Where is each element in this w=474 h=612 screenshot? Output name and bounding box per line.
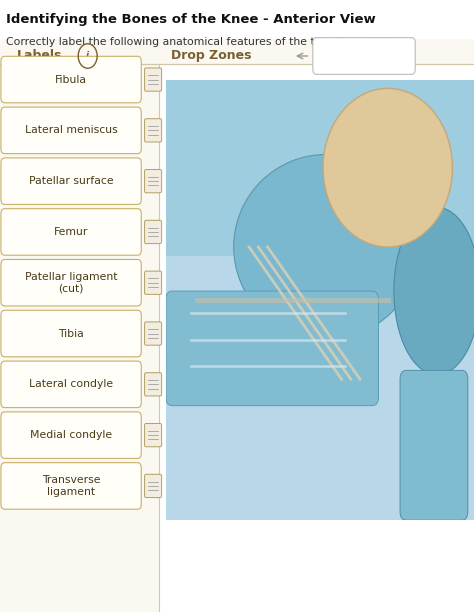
FancyBboxPatch shape [188, 285, 281, 327]
FancyBboxPatch shape [1, 361, 141, 408]
Ellipse shape [234, 154, 419, 340]
Text: Drop Zones: Drop Zones [171, 50, 251, 62]
FancyBboxPatch shape [166, 58, 474, 256]
FancyBboxPatch shape [0, 39, 474, 64]
Text: Identifying the Bones of the Knee - Anterior View: Identifying the Bones of the Knee - Ante… [6, 13, 375, 26]
FancyBboxPatch shape [1, 158, 141, 204]
Text: Transverse
ligament: Transverse ligament [42, 475, 100, 497]
FancyBboxPatch shape [145, 220, 162, 244]
FancyBboxPatch shape [166, 80, 474, 520]
FancyBboxPatch shape [1, 310, 141, 357]
Text: Lateral meniscus: Lateral meniscus [25, 125, 118, 135]
FancyBboxPatch shape [166, 291, 378, 406]
FancyBboxPatch shape [145, 373, 162, 396]
Text: Lateral condyle: Lateral condyle [29, 379, 113, 389]
FancyBboxPatch shape [188, 242, 281, 285]
FancyBboxPatch shape [145, 474, 162, 498]
FancyBboxPatch shape [145, 322, 162, 345]
FancyBboxPatch shape [1, 107, 141, 154]
Text: Femur: Femur [54, 227, 88, 237]
Text: (a)  Anterior: (a) Anterior [373, 378, 436, 388]
FancyBboxPatch shape [1, 56, 141, 103]
FancyBboxPatch shape [188, 334, 281, 376]
FancyBboxPatch shape [145, 170, 162, 193]
Ellipse shape [394, 207, 474, 375]
Text: Fibula: Fibula [55, 75, 87, 84]
Text: Labels: Labels [17, 50, 62, 62]
FancyBboxPatch shape [400, 370, 468, 520]
FancyBboxPatch shape [1, 412, 141, 458]
Text: Tibia: Tibia [58, 329, 84, 338]
FancyBboxPatch shape [1, 463, 141, 509]
Ellipse shape [323, 88, 452, 247]
FancyBboxPatch shape [313, 38, 415, 75]
Text: Reset All: Reset All [343, 51, 385, 61]
FancyBboxPatch shape [145, 271, 162, 294]
Text: Patellar ligament
(cut): Patellar ligament (cut) [25, 272, 118, 294]
FancyBboxPatch shape [145, 119, 162, 142]
Text: Correctly label the following anatomical features of the tibiofemoral joint.: Correctly label the following anatomical… [6, 37, 407, 47]
FancyBboxPatch shape [145, 68, 162, 91]
Text: Patellar surface: Patellar surface [29, 176, 113, 186]
Text: Medial condyle: Medial condyle [30, 430, 112, 440]
FancyBboxPatch shape [0, 64, 159, 612]
Text: i: i [86, 51, 89, 61]
FancyBboxPatch shape [1, 209, 141, 255]
FancyBboxPatch shape [1, 259, 141, 306]
FancyBboxPatch shape [188, 141, 281, 184]
FancyBboxPatch shape [145, 424, 162, 447]
